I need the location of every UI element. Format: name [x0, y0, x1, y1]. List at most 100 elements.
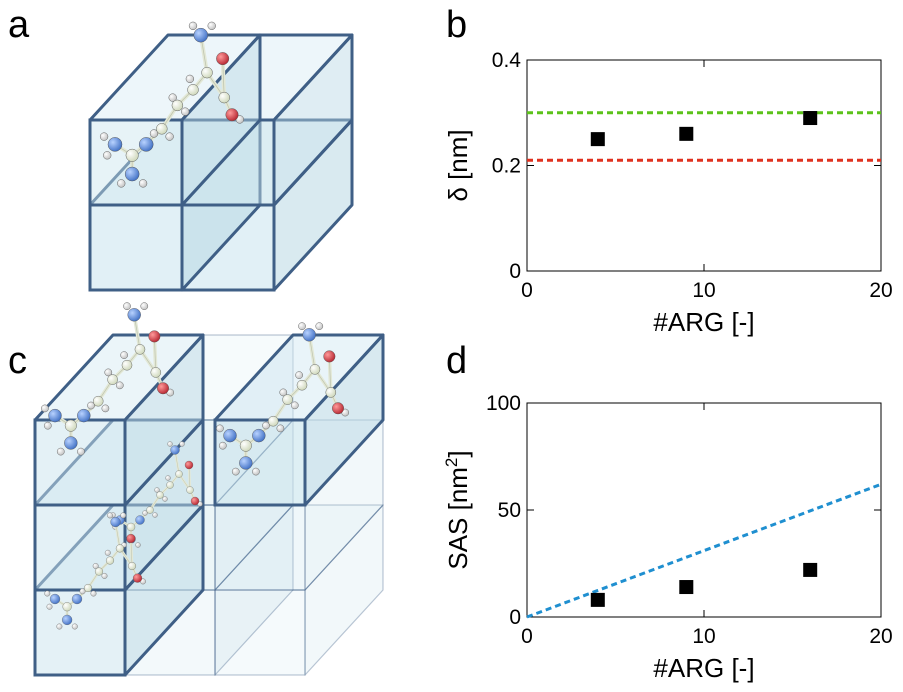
carbon-atom: [134, 344, 146, 355]
hydrogen-atom: [188, 21, 198, 30]
hydrogen-atom: [103, 151, 112, 160]
carbon-atom: [267, 415, 279, 427]
carbon-atom: [127, 561, 137, 571]
carbon-atom: [325, 387, 337, 398]
oxygen-atom: [190, 496, 200, 506]
panel-label-d: d: [446, 340, 468, 382]
nitrogen-atom: [77, 408, 91, 423]
nitrogen-atom: [302, 328, 316, 342]
plot-frame: [526, 402, 882, 618]
carbon-atom: [239, 439, 252, 452]
oxygen-atom: [126, 533, 136, 544]
hydrogen-atom: [56, 623, 63, 630]
hydrogen-atom: [44, 590, 51, 597]
y-tick-label: 0: [509, 260, 521, 283]
nitrogen-atom: [135, 515, 145, 525]
carbon-atom: [156, 123, 168, 135]
carbon-atom: [175, 470, 183, 478]
hydrogen-atom: [46, 603, 53, 610]
carbon-atom: [309, 364, 321, 375]
trend-line: [526, 482, 882, 619]
faint-box: [214, 504, 384, 676]
hydrogen-atom: [207, 21, 216, 30]
data-point: [590, 592, 605, 607]
nitrogen-atom: [223, 428, 237, 443]
carbon-atom: [296, 379, 308, 391]
carbon-atom: [115, 544, 124, 553]
hydrogen-atom: [56, 447, 65, 456]
hydrogen-atom: [162, 496, 168, 502]
x-tick-label: 10: [692, 279, 715, 302]
nitrogen-atom: [193, 27, 209, 43]
data-point: [679, 126, 694, 141]
hydrogen-atom: [252, 467, 260, 476]
hydrogen-atom: [135, 542, 141, 548]
nitrogen-atom: [124, 166, 140, 182]
arginine-molecule-a: [99, 21, 244, 188]
box-left-column: [33, 333, 205, 507]
oxygen-atom: [148, 330, 161, 343]
nitrogen-atom: [110, 516, 121, 528]
hydrogen-atom: [231, 467, 240, 476]
box-illustration-a: [88, 21, 354, 292]
hydrogen-atom: [77, 447, 85, 456]
x-tick-label: 0: [521, 279, 533, 302]
carbon-atom: [166, 481, 174, 489]
arginine-molecule-c4: [44, 512, 146, 630]
hydrogen-atom: [165, 475, 171, 481]
hydrogen-atom: [43, 421, 52, 430]
hydrogen-atom: [165, 132, 174, 141]
nitrogen-atom: [107, 137, 123, 152]
y-axis-label: δ [nm]: [443, 129, 473, 201]
hydrogen-atom: [87, 401, 95, 410]
carbon-atom: [92, 395, 104, 407]
plot-frame: [526, 59, 882, 272]
y-axis-label: SAS [nm2]: [442, 450, 473, 569]
hydrogen-atom: [185, 74, 195, 84]
y-tick-label: 50: [498, 499, 521, 522]
x-tick-label: 20: [869, 279, 892, 302]
hydrogen-atom: [142, 510, 148, 516]
carbon-atom: [125, 148, 139, 162]
hydrogen-atom: [140, 302, 149, 310]
carbon-atom: [62, 602, 72, 612]
arginine-molecule-c1: [41, 302, 175, 456]
hydrogen-atom: [99, 132, 109, 141]
nitrogen-atom: [48, 408, 62, 423]
carbon-atom: [126, 522, 136, 532]
hydrogen-atom: [107, 512, 113, 519]
carbon-atom: [218, 91, 230, 104]
x-axis-label: #ARG [-]: [653, 653, 754, 683]
hydrogen-atom: [120, 512, 127, 519]
x-tick-label: 10: [692, 625, 715, 648]
oxygen-atom: [216, 52, 230, 66]
nitrogen-atom: [49, 593, 61, 605]
hydrogen-atom: [315, 322, 324, 330]
nitrogen-atom: [61, 614, 73, 626]
hydrogen-atom: [123, 302, 131, 310]
x-tick-label: 20: [869, 625, 892, 648]
nitrogen-atom: [71, 593, 83, 605]
nitrogen-atom: [170, 445, 180, 455]
hydrogen-atom: [101, 572, 108, 579]
carbon-atom: [201, 66, 213, 79]
chart-d: 0 10 20 0 50 100 #ARG [-] SAS [nm2]: [442, 392, 893, 683]
y-tick-label: 0.2: [492, 155, 521, 178]
hydrogen-atom: [149, 129, 159, 138]
carbon-atom: [107, 374, 118, 385]
data-point: [679, 580, 694, 595]
carbon-atom: [105, 556, 115, 565]
hydrogen-atom: [290, 401, 299, 410]
hydrogen-atom: [216, 424, 224, 433]
carbon-atom: [146, 506, 154, 514]
x-tick-label: 0: [521, 625, 533, 648]
carbon-atom: [83, 583, 93, 593]
oxygen-atom: [184, 460, 194, 470]
carbon-atom: [187, 84, 199, 96]
carbon-atom: [150, 367, 162, 378]
hydrogen-atom: [138, 179, 148, 188]
panel-label-b: b: [446, 4, 468, 46]
hydrogen-atom: [71, 623, 78, 630]
carbon-atom: [121, 359, 133, 371]
arginine-molecule-c2: [216, 322, 350, 476]
